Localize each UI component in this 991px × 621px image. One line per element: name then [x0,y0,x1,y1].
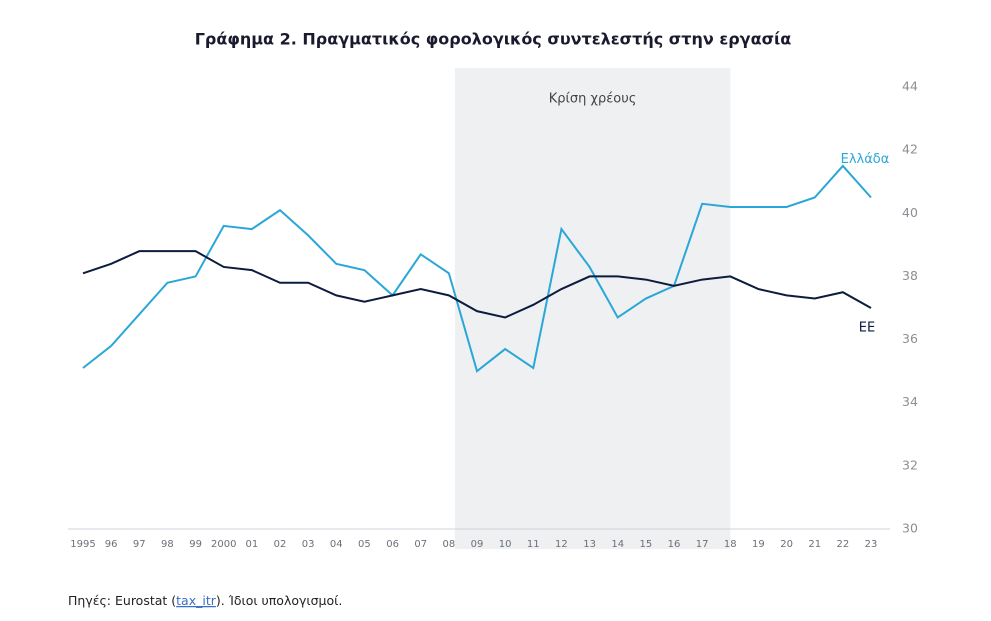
y-tick-label: 36 [902,331,918,346]
x-tick-label: 16 [668,539,681,550]
x-tick-label: 1995 [70,539,95,550]
source-prefix: Πηγές: Eurostat ( [68,593,176,608]
x-tick-label: 04 [330,539,343,550]
x-tick-label: 08 [442,539,455,550]
source-link[interactable]: tax_itr [176,593,217,608]
x-tick-label: 14 [611,539,624,550]
x-tick-label: 10 [499,539,512,550]
series-line [82,164,872,373]
source-suffix: ). Ίδιοι υπολογισμοί. [216,593,342,608]
x-tick-label: 20 [780,539,793,550]
x-tick-label: 06 [386,539,399,550]
x-tick-label: 09 [471,539,484,550]
legend-label: ΕΕ [859,321,875,336]
x-tick-label: 05 [358,539,371,550]
x-tick-label: 99 [189,539,202,550]
x-tick-label: 18 [724,539,737,550]
x-tick-label: 19 [752,539,765,550]
x-tick-label: 22 [836,539,849,550]
shade-label: Κρίση χρέους [549,92,637,107]
x-tick-label: 12 [555,539,568,550]
chart-title: Γράφημα 2. Πραγματικός φορολογικός συντε… [195,30,792,49]
x-tick-label: 11 [527,539,540,550]
x-tick-label: 97 [133,539,146,550]
crisis-shade [454,68,731,549]
legend-label: Ελλάδα [841,152,890,167]
x-tick-label: 96 [105,539,118,550]
y-tick-label: 30 [902,521,918,536]
x-tick-label: 01 [245,539,258,550]
x-tick-label: 13 [583,539,596,550]
y-tick-label: 34 [902,394,918,409]
x-tick-label: 07 [414,539,427,550]
y-tick-label: 44 [902,79,918,94]
y-tick-label: 32 [902,457,918,472]
y-tick-label: 38 [902,268,918,283]
x-tick-label: 98 [161,539,174,550]
x-tick-label: 23 [865,539,878,550]
x-tick-label: 21 [808,539,821,550]
x-tick-label: 02 [274,539,287,550]
x-tick-label: 03 [302,539,315,550]
source-note: Πηγές: Eurostat (tax_itr). Ίδιοι υπολογι… [68,593,342,608]
series-line [82,250,872,319]
y-tick-label: 40 [902,205,918,220]
x-tick-label: 15 [639,539,652,550]
x-tick-label: 2000 [211,539,236,550]
y-tick-label: 42 [902,142,918,157]
x-tick-label: 17 [696,539,709,550]
